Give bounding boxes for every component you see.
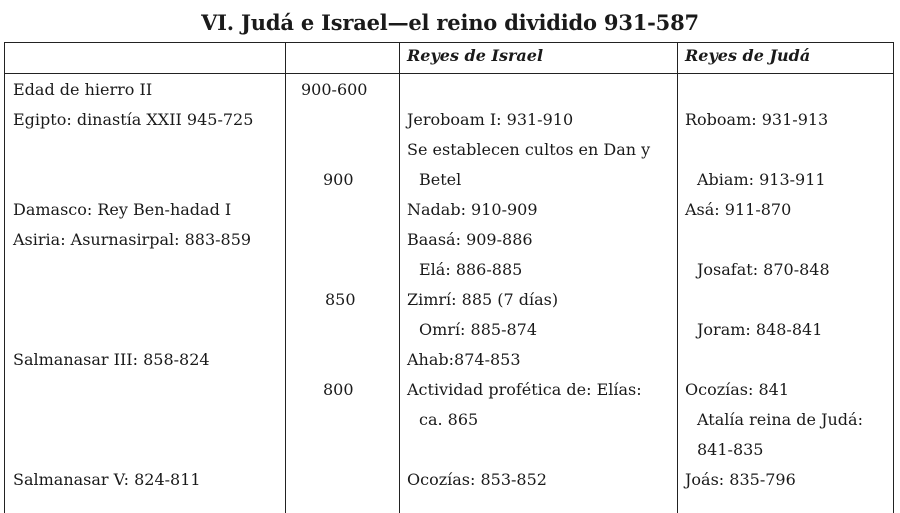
context-entry: Salmanasar III: 858-824 bbox=[13, 350, 210, 369]
israel-entry: Jeroboam I: 931-910 bbox=[407, 110, 574, 129]
context-entry: Damasco: Rey Ben-hadad I bbox=[13, 200, 232, 219]
column-divider bbox=[285, 43, 286, 513]
israel-entry: Betel bbox=[419, 170, 462, 189]
juda-entry: Josafat: 870-848 bbox=[697, 260, 830, 279]
israel-entry: Omrí: 885-874 bbox=[419, 320, 538, 339]
israel-entry: Ocozías: 853-852 bbox=[407, 470, 547, 489]
juda-entry: 841-835 bbox=[697, 440, 764, 459]
juda-entry: Roboam: 931-913 bbox=[685, 110, 829, 129]
juda-entry: Asá: 911-870 bbox=[685, 200, 792, 219]
israel-entry: Elá: 886-885 bbox=[419, 260, 523, 279]
chronology-table: Reyes de Israel Reyes de Judá Edad de hi… bbox=[4, 42, 894, 513]
israel-entry: Baasá: 909-886 bbox=[407, 230, 533, 249]
israel-entry: Zimrí: 885 (7 días) bbox=[407, 290, 559, 309]
israel-entry: Actividad profética de: Elías: bbox=[407, 380, 642, 399]
header-divider bbox=[5, 73, 893, 74]
juda-entry: Ocozías: 841 bbox=[685, 380, 790, 399]
juda-entry: Atalía reina de Judá: bbox=[697, 410, 863, 429]
column-divider bbox=[677, 43, 678, 513]
date-entry: 800 bbox=[323, 380, 354, 399]
juda-entry: Joram: 848-841 bbox=[697, 320, 823, 339]
context-entry: Egipto: dinastía XXII 945-725 bbox=[13, 110, 254, 129]
israel-entry: Se establecen cultos en Dan y bbox=[407, 140, 651, 159]
context-entry: Edad de hierro II bbox=[13, 80, 153, 99]
date-entry: 850 bbox=[325, 290, 356, 309]
page-title: VI. Judá e Israel—el reino dividido 931-… bbox=[201, 10, 699, 35]
juda-entry: Abiam: 913-911 bbox=[697, 170, 826, 189]
juda-entry: Joás: 835-796 bbox=[685, 470, 796, 489]
column-divider bbox=[399, 43, 400, 513]
date-entry: 900-600 bbox=[301, 80, 368, 99]
israel-entry: Nadab: 910-909 bbox=[407, 200, 538, 219]
context-entry: Asiria: Asurnasirpal: 883-859 bbox=[13, 230, 252, 249]
context-entry: Salmanasar V: 824-811 bbox=[13, 470, 201, 489]
date-entry: 900 bbox=[323, 170, 354, 189]
israel-entry: ca. 865 bbox=[419, 410, 479, 429]
header-juda: Reyes de Judá bbox=[685, 46, 811, 65]
header-israel: Reyes de Israel bbox=[407, 46, 544, 65]
israel-entry: Ahab:874-853 bbox=[407, 350, 521, 369]
